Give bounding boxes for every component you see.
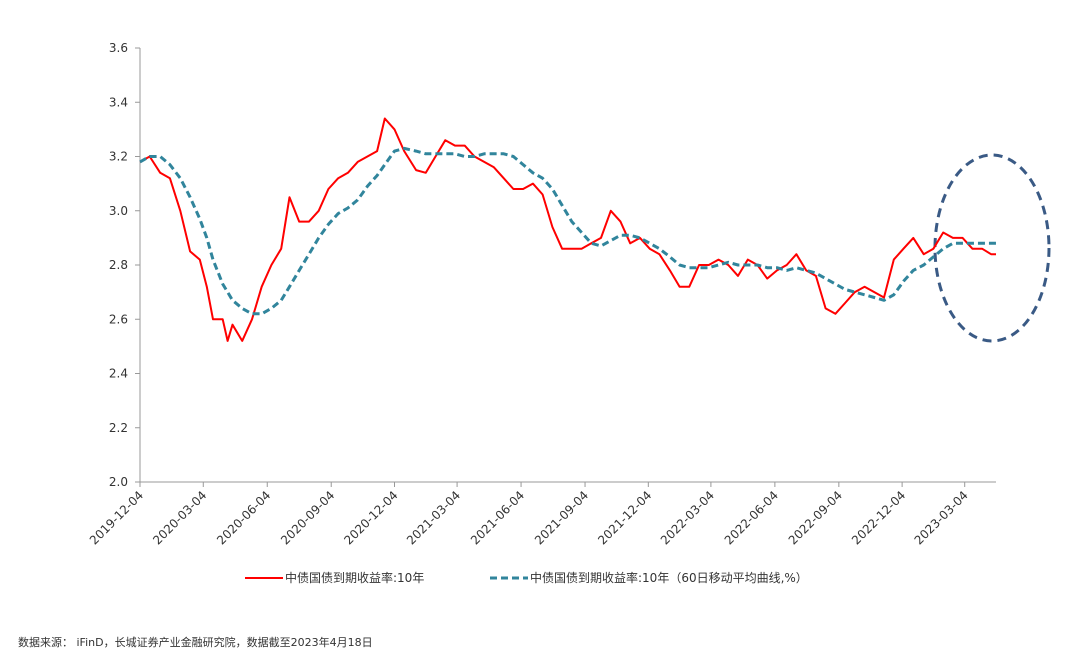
x-tick-label: 2022-03-04 [658, 488, 717, 547]
x-tick-label: 2022-09-04 [786, 488, 845, 547]
x-tick-label: 2020-06-04 [214, 488, 273, 547]
y-tick-label: 3.6 [109, 41, 128, 55]
x-tick-label: 2021-09-04 [532, 488, 591, 547]
y-tick-label: 3.2 [109, 150, 128, 164]
legend-label: 中债国债到期收益率:10年 [285, 570, 424, 585]
x-tick-label: 2022-06-04 [722, 488, 781, 547]
x-tick-label: 2020-12-04 [341, 488, 400, 547]
x-tick-label: 2021-12-04 [595, 488, 654, 547]
y-tick-label: 3.4 [109, 95, 128, 109]
x-tick-label: 2019-12-04 [87, 488, 146, 547]
x-tick-label: 2020-03-04 [150, 488, 209, 547]
x-tick-label: 2021-06-04 [468, 488, 527, 547]
highlight-ellipse [933, 153, 1051, 343]
source-note: 数据来源： iFinD，长城证券产业金融研究院，数据截至2023年4月18日 [18, 635, 373, 649]
y-tick-label: 2.8 [109, 258, 128, 272]
legend-label: 中债国债到期收益率:10年（60日移动平均曲线,%） [530, 570, 808, 585]
x-tick-label: 2021-03-04 [404, 488, 463, 547]
x-tick-label: 2023-03-04 [912, 488, 971, 547]
series-line [139, 117, 996, 342]
y-tick-label: 2.2 [109, 421, 128, 435]
y-tick-label: 2.6 [109, 312, 128, 326]
y-tick-label: 2.4 [109, 367, 128, 381]
x-tick-label: 2020-09-04 [278, 488, 337, 547]
y-tick-label: 3.0 [109, 204, 128, 218]
series-line [139, 146, 996, 316]
x-tick-label: 2022-12-04 [849, 488, 908, 547]
y-tick-label: 2.0 [109, 475, 128, 489]
